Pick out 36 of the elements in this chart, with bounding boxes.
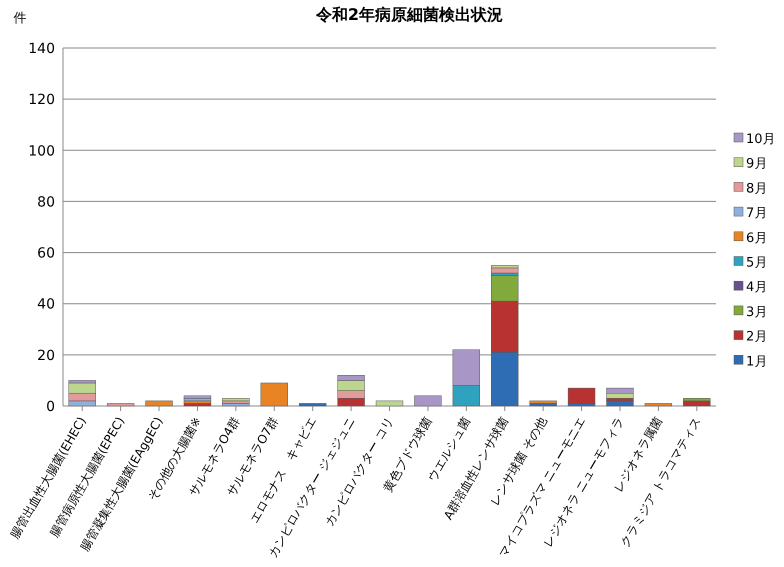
y-axis-title: 件 (14, 11, 26, 26)
bar (184, 400, 212, 404)
bar (683, 400, 710, 406)
bar (184, 396, 212, 399)
bar (491, 268, 518, 274)
chart-title: 令和2年病原細菌検出状況 (314, 5, 504, 24)
bar (376, 400, 404, 406)
legend-label: 10月 (746, 132, 776, 147)
bar (414, 396, 442, 406)
bar (260, 382, 288, 406)
y-tick-label: 20 (37, 348, 55, 364)
bar (644, 403, 672, 406)
bar (298, 403, 326, 406)
y-tick-label: 0 (46, 399, 55, 415)
bar (606, 400, 634, 406)
y-tick-label: 140 (28, 41, 55, 57)
legend-label: 2月 (746, 330, 768, 345)
legend-label: 6月 (746, 230, 768, 246)
legend-label: 3月 (746, 304, 768, 320)
y-tick-label: 60 (37, 246, 55, 262)
legend-label: 9月 (746, 156, 768, 172)
y-tick-label: 40 (37, 296, 55, 313)
legend-label: 8月 (746, 181, 768, 196)
bar (106, 403, 134, 406)
bar (222, 398, 250, 402)
y-tick-label: 80 (37, 194, 55, 210)
y-tick-label: 100 (28, 143, 55, 160)
bar (568, 388, 596, 404)
bar (145, 400, 173, 406)
legend-label: 5月 (746, 256, 768, 270)
legend-label: 4月 (746, 280, 768, 296)
y-tick-label: 120 (28, 92, 55, 108)
legend-label: 1月 (746, 354, 768, 370)
legend-label: 7月 (746, 206, 768, 222)
bar (222, 400, 250, 404)
bar (529, 400, 557, 404)
